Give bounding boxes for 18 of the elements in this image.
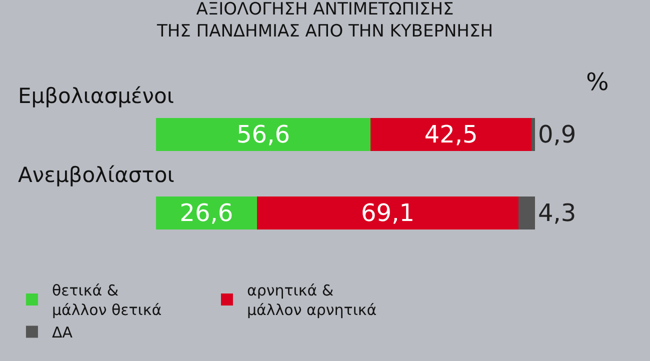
legend-label: αρνητικά & μάλλον αρνητικά	[246, 282, 377, 320]
data-label: 0,9	[538, 120, 576, 148]
legend-label: θετικά & μάλλον θετικά	[52, 282, 162, 320]
bar	[256, 196, 519, 230]
bar	[156, 118, 371, 151]
text: %	[586, 68, 609, 96]
data-label: 26,6	[180, 199, 234, 227]
bar	[532, 118, 535, 151]
data-label: 42,5	[424, 120, 478, 148]
data-label: 4,3	[538, 199, 576, 227]
data-label: 69,1	[361, 199, 414, 227]
bar	[370, 118, 532, 151]
data-label: 56,6	[236, 120, 290, 148]
y-tick-label: Ανεμβολίαστοι	[18, 163, 174, 187]
legend-label: ΔΑ	[52, 324, 74, 342]
bar	[518, 196, 535, 230]
y-tick-label: Εμβολιασμένοι	[18, 84, 174, 108]
chart-title: ΑΞΙΟΛΟΓΗΣΗ ΑΝΤΙΜΕΤΩΠΙΣΗΣ ΤΗΣ ΠΑΝΔΗΜΙΑΣ ΑΠΟ ΤΗΝ ΚΥΒΕΡΝΗΣΗ	[156, 0, 494, 42]
